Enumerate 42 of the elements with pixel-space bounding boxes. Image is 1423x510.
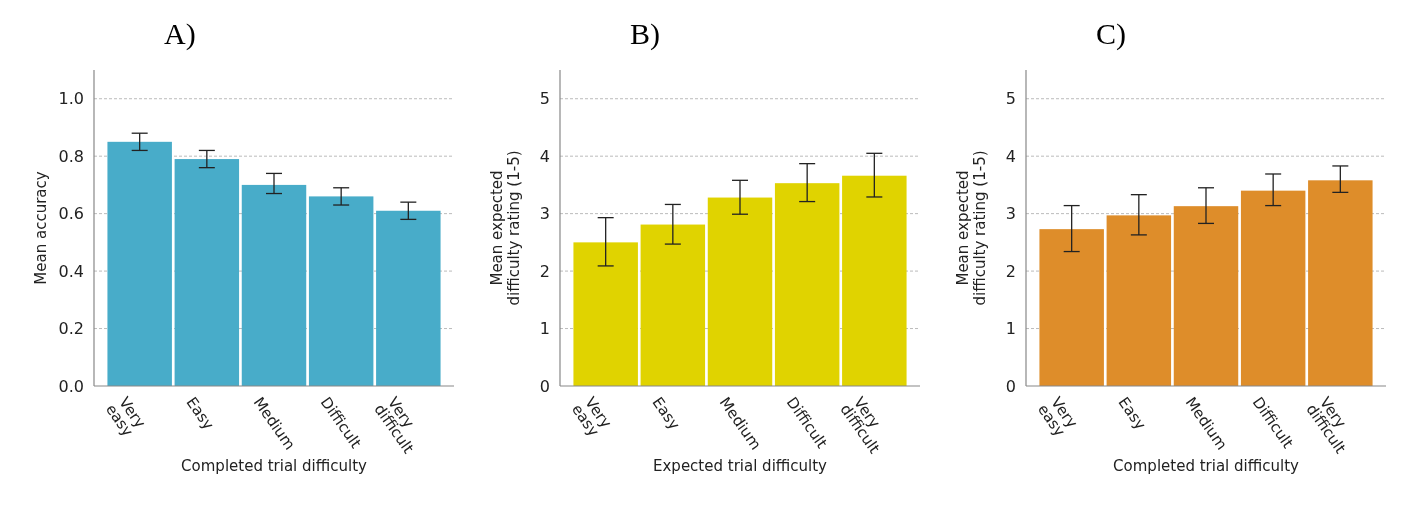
bar xyxy=(174,159,240,386)
y-tick-label: 4 xyxy=(539,146,550,166)
bar xyxy=(1173,206,1239,386)
bar xyxy=(707,197,773,386)
y-tick-label: 3 xyxy=(1005,204,1016,224)
chart-title: C) xyxy=(1096,17,1126,51)
x-axis-title: Expected trial difficulty xyxy=(653,457,828,475)
y-tick-label: 0.6 xyxy=(58,204,84,224)
bar xyxy=(1240,190,1306,386)
chart-title: A) xyxy=(164,17,196,51)
y-tick-label: 3 xyxy=(539,204,550,224)
y-tick-label: 0.4 xyxy=(58,261,84,281)
y-tick-label: 1.0 xyxy=(58,89,84,109)
bar xyxy=(107,141,172,386)
bar xyxy=(1039,229,1104,386)
y-axis-title: Mean expected difficulty rating (1-5) xyxy=(488,150,523,306)
bar xyxy=(376,210,441,386)
y-tick-label: 1 xyxy=(539,319,550,339)
y-tick-label: 0.2 xyxy=(58,319,84,339)
y-tick-label: 0 xyxy=(1005,376,1016,396)
bar xyxy=(308,196,374,386)
y-axis-title: Mean expected difficulty rating (1-5) xyxy=(954,150,989,306)
y-tick-label: 2 xyxy=(539,261,550,281)
bar xyxy=(573,242,638,386)
chart-title: B) xyxy=(630,17,660,51)
x-axis-title: Completed trial difficulty xyxy=(1113,457,1300,475)
bar xyxy=(842,175,907,386)
y-tick-label: 0.0 xyxy=(58,376,84,396)
bar xyxy=(1106,215,1172,386)
y-tick-label: 0 xyxy=(539,376,550,396)
bar xyxy=(241,184,307,386)
y-tick-label: 1 xyxy=(1005,319,1016,339)
bar xyxy=(1308,180,1373,386)
bar xyxy=(774,183,840,386)
y-tick-label: 0.8 xyxy=(58,146,84,166)
y-axis-title: Mean accuracy xyxy=(32,171,50,285)
x-axis-title: Completed trial difficulty xyxy=(181,457,368,475)
bar xyxy=(640,224,706,386)
y-tick-label: 5 xyxy=(1005,89,1016,109)
y-tick-label: 4 xyxy=(1005,146,1016,166)
y-tick-label: 2 xyxy=(1005,261,1016,281)
y-tick-label: 5 xyxy=(539,89,550,109)
